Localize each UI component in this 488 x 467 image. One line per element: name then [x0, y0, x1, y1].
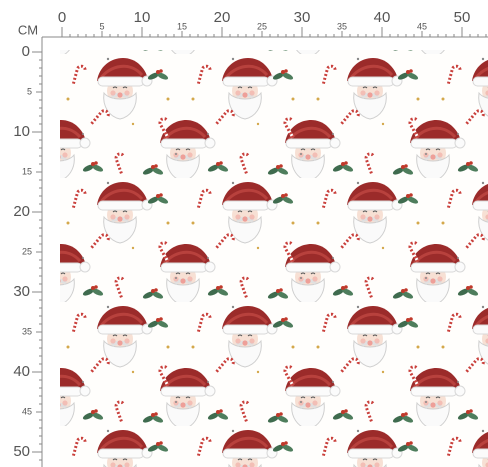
left-major-label: 50: [13, 443, 30, 460]
left-minor-label: 5: [27, 86, 32, 96]
left-major-label: 20: [13, 203, 30, 220]
left-major-label: 10: [13, 123, 30, 140]
left-major-label: 40: [13, 363, 30, 380]
top-major-label: 40: [374, 9, 391, 26]
top-major-label: 20: [214, 9, 231, 26]
left-minor-label: 15: [22, 166, 32, 176]
top-major-label: 10: [134, 9, 151, 26]
unit-label: CM: [18, 22, 38, 37]
left-major-label: 0: [22, 43, 30, 60]
top-minor-label: 15: [177, 21, 187, 31]
top-major-label: 30: [294, 9, 311, 26]
top-minor-label: 25: [257, 21, 267, 31]
top-minor-label: 45: [417, 21, 427, 31]
left-minor-label: 35: [22, 326, 32, 336]
santa-pattern: [60, 50, 488, 467]
top-major-label: 50: [454, 9, 471, 26]
left-minor-label: 45: [22, 406, 32, 416]
left-minor-label: 25: [22, 246, 32, 256]
top-major-label: 0: [58, 9, 66, 26]
top-minor-label: 5: [99, 21, 104, 31]
left-major-label: 30: [13, 283, 30, 300]
top-minor-label: 35: [337, 21, 347, 31]
